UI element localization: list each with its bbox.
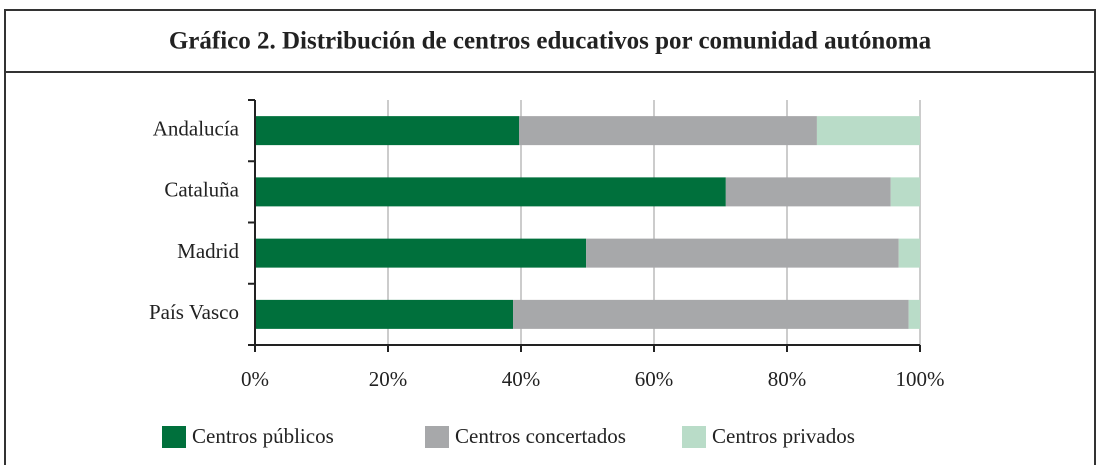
bar-segment (513, 299, 909, 329)
y-tick-label: Madrid (177, 239, 239, 263)
bar-segment (725, 177, 891, 207)
x-tick-label: 40% (502, 367, 541, 391)
x-tick-label: 20% (369, 367, 408, 391)
y-tick-label: Andalucía (153, 116, 240, 140)
bar-segment (255, 299, 514, 329)
x-tick-label: 0% (241, 367, 269, 391)
bar-segment (255, 238, 587, 268)
bar-segment (255, 116, 520, 146)
legend-label: Centros públicos (192, 424, 334, 448)
legend-swatch (162, 426, 186, 448)
bar-segment (898, 238, 920, 268)
y-tick-label: Cataluña (164, 178, 239, 202)
legend-label: Centros concertados (455, 424, 626, 448)
x-tick-label: 80% (768, 367, 807, 391)
x-tick-label: 60% (635, 367, 674, 391)
legend-swatch (682, 426, 706, 448)
y-tick-label: País Vasco (149, 300, 239, 324)
bar-segment (890, 177, 920, 207)
legend-label: Centros privados (712, 424, 855, 448)
legend-swatch (425, 426, 449, 448)
frame (4, 9, 1096, 465)
bar-segment (255, 177, 726, 207)
bar-segment (908, 299, 920, 329)
bar-segment (586, 238, 899, 268)
bar-segment (519, 116, 817, 146)
chart-title: Gráfico 2. Distribución de centros educa… (169, 28, 932, 55)
bar-segment (816, 116, 920, 146)
x-tick-label: 100% (896, 367, 945, 391)
